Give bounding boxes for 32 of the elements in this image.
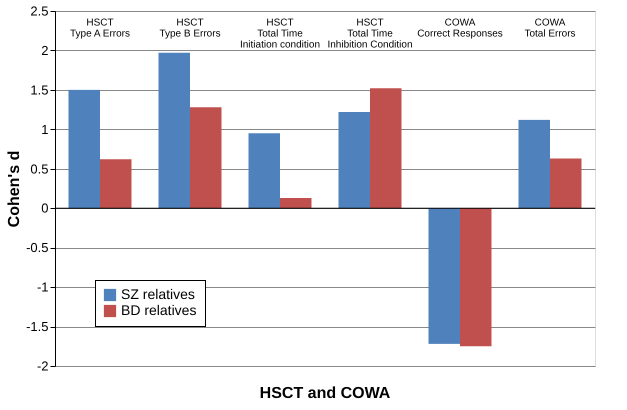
y-tick-label: 0.5 (30, 161, 48, 176)
y-tick-label: -1.5 (26, 319, 48, 334)
bar (550, 158, 582, 208)
bar (518, 120, 550, 208)
y-tick-label: -1 (36, 280, 48, 295)
y-tick-label: 1 (41, 122, 48, 137)
y-tick-label: 2 (41, 42, 48, 58)
bar (338, 112, 370, 208)
x-tick-label: COWA Correct Responses (417, 18, 503, 40)
x-tick-label: COWA Total Errors (524, 18, 576, 40)
y-axis-title: Cohen's d (6, 150, 24, 228)
bar (100, 159, 132, 208)
bar (248, 133, 280, 208)
legend-label: BD relatives (121, 302, 196, 318)
bar (280, 198, 312, 208)
x-tick-label: HSCT Type B Errors (159, 18, 221, 40)
x-tick-label: HSCT Type A Errors (70, 18, 130, 40)
bar (428, 208, 460, 344)
y-tick-label: -2 (36, 358, 48, 374)
y-tick-label: -0.5 (26, 240, 48, 256)
x-axis-title: HSCT and COWA (260, 385, 391, 402)
bar (370, 88, 402, 208)
x-tick-label: HSCT Total Time Initiation condition (240, 18, 320, 50)
y-tick-label: 1.5 (30, 82, 48, 98)
bar (68, 90, 100, 208)
legend-label: SZ relatives (121, 286, 195, 302)
y-tick-label: 0 (41, 200, 48, 216)
bar (190, 107, 222, 208)
y-tick-label: 2.5 (30, 4, 48, 18)
bar (158, 52, 190, 208)
bar (460, 208, 492, 346)
x-tick-label: HSCT Total Time Inhibition Condition (327, 18, 413, 50)
